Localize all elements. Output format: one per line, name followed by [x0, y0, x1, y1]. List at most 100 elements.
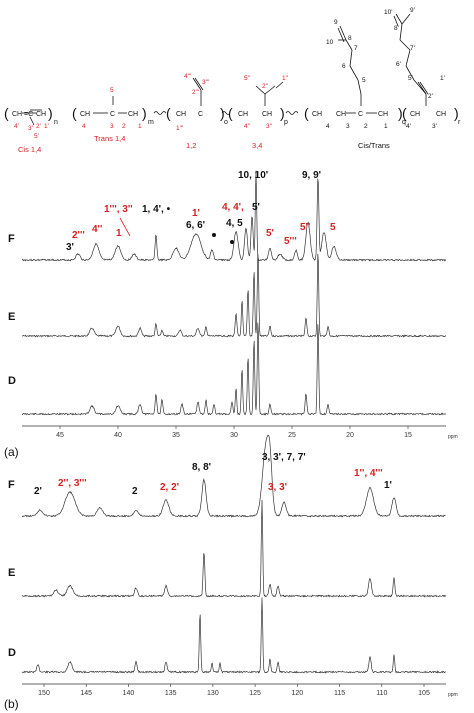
svg-text:7': 7' [410, 45, 415, 52]
svg-text:1': 1' [44, 123, 49, 130]
a-ann-5pp: 5'' [300, 222, 310, 233]
chain-wavy [153, 111, 299, 115]
svg-text:1'': 1'' [282, 75, 288, 82]
trans-c: C [110, 111, 115, 118]
trans-ch2-a: CH [80, 111, 90, 118]
panel-a-tick-label: 35 [172, 432, 180, 439]
panel-a-ticks: 45 40 35 30 25 20 15 [56, 426, 412, 439]
svg-text:4: 4 [82, 123, 86, 130]
panel-a-tick-label: 15 [404, 432, 412, 439]
panel-a-tick-label: 40 [114, 432, 122, 439]
panel-b-tick-label: 120 [291, 690, 303, 697]
svg-text:3: 3 [346, 123, 350, 130]
svg-text:6: 6 [342, 63, 346, 70]
b-ann-22p: 2, 2' [160, 482, 179, 493]
a-ann-3p: 3' [66, 242, 74, 253]
svg-text:): ) [454, 105, 459, 121]
svg-text:): ) [398, 105, 403, 121]
a-ann-1p: 1' [192, 208, 200, 219]
panel-b-unit: ppm [448, 692, 458, 698]
a-ann-1: 1 [116, 228, 122, 239]
b-ann-1pp4ppp: 1'', 4''' [354, 468, 383, 479]
b-ann-88p: 8, 8' [192, 462, 211, 473]
svg-text:): ) [280, 105, 285, 121]
red-atom-numbers: 4' 3' 2' 1' 5' 4 3 2 1 5 1''' 2''' 3''' … [14, 73, 288, 140]
a-ann-1010p: 10, 10' [238, 170, 268, 181]
svg-text:8': 8' [394, 25, 399, 32]
a-ann-5p-black: 5' [252, 202, 260, 213]
chain-atoms: CH =C CH CH C CH CH C CH CH CH CH C CH C… [12, 111, 446, 118]
a-bullets [212, 233, 234, 244]
svg-text:4': 4' [406, 123, 411, 130]
ct-ch2-d: CH [410, 111, 420, 118]
structure-bonds [22, 13, 429, 126]
cis-ch2-a: CH [12, 111, 22, 118]
panel-b: F E D 150 145 140 135 130 125 120 115 110 105 ppm… [4, 434, 458, 711]
ct-ch: CH [436, 111, 446, 118]
panel-a-tick-label: 45 [56, 432, 64, 439]
svg-text:p: p [284, 119, 288, 126]
svg-text:7: 7 [354, 45, 358, 52]
panel-a-trace-e [21, 253, 446, 338]
panel-b-traces [21, 434, 446, 674]
panel-b-tick-label: 145 [80, 690, 92, 697]
unit-name-34: 3,4 [252, 141, 262, 150]
svg-text:(: ( [72, 105, 77, 121]
unit-name-cis14: Cis 1,4 [18, 145, 41, 154]
b-ann-1p: 1' [384, 480, 392, 491]
panel-b-tick-label: 150 [38, 690, 50, 697]
a-ann-44p: 4, 4', [222, 202, 244, 213]
v12-ch2: CH [176, 111, 186, 118]
ct-ch2-c: CH [378, 111, 388, 118]
v34-ch: CH [262, 111, 272, 118]
svg-text:5'': 5'' [244, 75, 250, 82]
svg-text:2'': 2'' [262, 83, 268, 90]
structure-diagram: ( ) ( ) ( ) ( ) ( ) ( ) CH =C CH CH C CH… [4, 7, 461, 154]
panel-a-tick-label: 30 [230, 432, 238, 439]
black-atom-numbers: 4 3 2 1 4' 3' 2' 1' 10 8 9 7 6 5 10' 8' … [326, 7, 445, 130]
ct-ch2-b: CH [336, 111, 346, 118]
panel-b-label: (b) [4, 697, 19, 711]
panel-a-trace-f [21, 170, 446, 262]
v12-c: C [198, 111, 203, 118]
panel-b-tick-label: 140 [123, 690, 135, 697]
panel-a-trace-label-e: E [8, 311, 15, 323]
v34-ch2: CH [238, 111, 248, 118]
svg-text:1': 1' [440, 75, 445, 82]
svg-text:(: ( [4, 105, 9, 121]
svg-text:(: ( [166, 105, 171, 121]
svg-text:r: r [458, 119, 461, 126]
panel-b-tick-label: 125 [249, 690, 261, 697]
panel-a-label: (a) [4, 445, 19, 459]
chain-line: ( ) ( ) ( ) ( ) ( ) ( ) [4, 105, 459, 121]
svg-text:1: 1 [384, 123, 388, 130]
svg-text:): ) [48, 105, 53, 121]
panel-b-tick-label: 110 [376, 690, 387, 697]
unit-name-12: 1,2 [186, 141, 196, 150]
panel-b-trace-label-e: E [8, 567, 15, 579]
a-ann-14p: 1, 4', • [142, 204, 171, 215]
svg-text:): ) [142, 105, 147, 121]
svg-text:q: q [402, 119, 406, 126]
a-ann-5ppp: 5''' [284, 236, 297, 247]
svg-text:(: ( [402, 105, 407, 121]
panel-a: F E D 45 40 35 30 25 20 15 ppm (a) 2''' 4'' 1'… [4, 170, 458, 459]
panel-a-trace-label-f: F [8, 233, 15, 245]
svg-text:4'': 4'' [244, 123, 250, 130]
svg-text:9: 9 [334, 19, 338, 26]
panel-b-tick-label: 115 [334, 690, 345, 697]
svg-text:1: 1 [138, 123, 142, 130]
svg-text:5: 5 [110, 87, 114, 94]
svg-text:2: 2 [364, 123, 368, 130]
panel-b-tick-label: 130 [207, 690, 219, 697]
b-ann-2p: 2' [34, 486, 42, 497]
svg-text:2': 2' [36, 123, 41, 130]
b-ann-33p77p: 3, 3', 7, 7' [262, 452, 306, 463]
a-ann-99p: 9, 9' [302, 170, 321, 181]
a-ann-45: 4, 5 [226, 218, 243, 229]
unit-name-cistrans: Cis/Trans [358, 141, 390, 150]
svg-text:3': 3' [432, 123, 437, 130]
svg-text:m: m [148, 119, 154, 126]
ct-ch2-a: CH [312, 111, 322, 118]
ct-c: C [358, 111, 363, 118]
